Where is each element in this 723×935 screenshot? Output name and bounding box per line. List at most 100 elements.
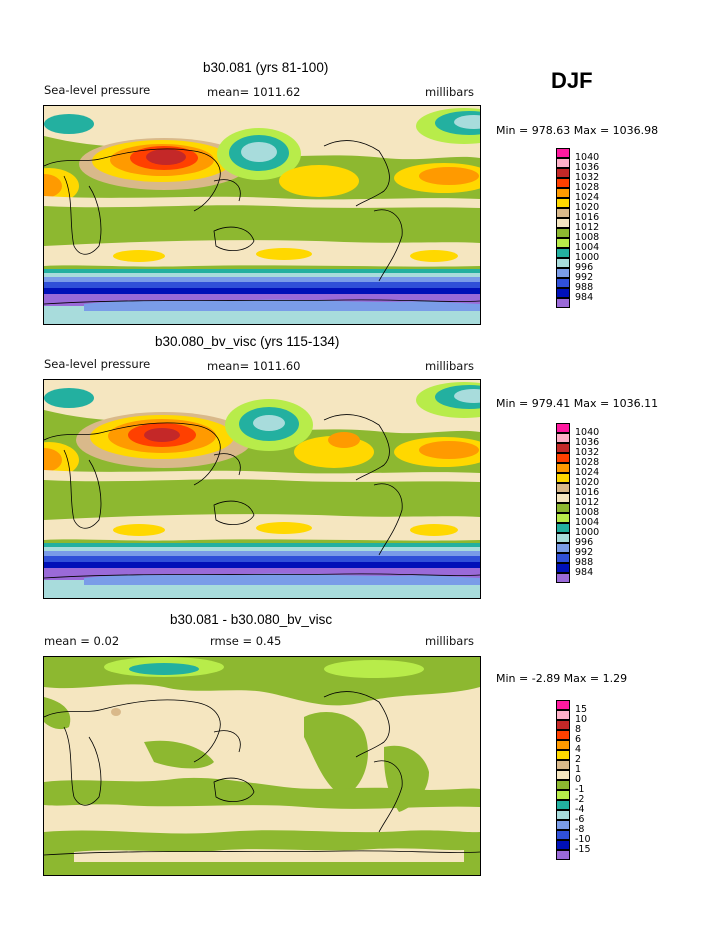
- p2-legend-swatch: [556, 563, 570, 573]
- p1-satl-high: [410, 250, 458, 262]
- p1-coastlines: [44, 140, 480, 305]
- p3-legend-label: -15: [575, 844, 591, 855]
- p2-legend-label: 996: [575, 537, 594, 548]
- p2-sio-high: [113, 524, 165, 536]
- p1-left-low: [44, 114, 94, 134]
- p1-legend-swatch: [556, 208, 570, 218]
- panel2-mean-label: mean= 1011.60: [207, 359, 301, 373]
- p2-so-988: [44, 562, 480, 568]
- panel3-units-label: millibars: [425, 634, 475, 648]
- p1-siberian-high-1032: [146, 149, 186, 165]
- p2-legend-label: 1028: [575, 457, 600, 468]
- p3-neg2-north-2: [324, 660, 424, 678]
- p3-neg-south-band: [44, 777, 480, 809]
- p1-legend-label: 1020: [575, 202, 600, 213]
- p2-npac-high-inner: [328, 432, 360, 448]
- p3-legend-swatch: [556, 710, 570, 720]
- p2-legend-label: 1004: [575, 517, 600, 528]
- p2-spac-high: [256, 522, 312, 534]
- p2-legend-swatch: [556, 543, 570, 553]
- p2-coast-australia: [213, 500, 255, 525]
- p2-legend-swatch: [556, 553, 570, 563]
- p1-legend-swatch: [556, 238, 570, 248]
- panel3-map: [43, 656, 481, 876]
- p2-antarctic-edge: [84, 573, 480, 585]
- p3-neg-indian: [144, 740, 214, 769]
- p1-legend-swatch: [556, 218, 570, 228]
- p3-legend-swatch: [556, 800, 570, 810]
- p3-legend-label: 4: [575, 744, 582, 755]
- p2-left-high-inner: [44, 448, 62, 472]
- p2-legend-swatch: [556, 573, 570, 583]
- p1-spac-high: [256, 248, 312, 260]
- p2-so-992: [44, 556, 480, 562]
- p1-coast-africa: [63, 175, 102, 255]
- p3-legend-label: 0: [575, 774, 582, 785]
- p1-sio-high: [113, 250, 165, 262]
- p1-antarctic-edge: [84, 299, 480, 311]
- p2-legend-swatch: [556, 443, 570, 453]
- p1-legend-label: 1000: [575, 252, 600, 263]
- p2-aleutian-low-1000: [253, 415, 285, 431]
- p3-legend-label: 8: [575, 724, 582, 735]
- p1-legend-label: 1012: [575, 222, 600, 233]
- p2-coast-eurasia: [44, 422, 241, 486]
- p3-coast-eurasia: [44, 699, 241, 763]
- p3-coast-africa: [63, 726, 102, 806]
- p2-legend-label: 992: [575, 547, 594, 558]
- p2-coast-antarctica: [44, 573, 480, 579]
- p2-legend-swatch: [556, 433, 570, 443]
- p2-siberian-high-1032: [144, 428, 180, 442]
- panel3-mean-label: mean = 0.02: [44, 634, 120, 648]
- p1-left-high-inner: [44, 174, 62, 198]
- p2-legend-swatch: [556, 463, 570, 473]
- season-label: DJF: [551, 68, 593, 93]
- panel1-minmax: Min = 978.63 Max = 1036.98: [496, 124, 659, 137]
- panel3-legend: 15 10 8 6 4 2 1 0 -1 -2 -4 -6 -8 -10 -15: [556, 700, 626, 872]
- p1-legend-label: 1008: [575, 232, 600, 243]
- panel2-units-label: millibars: [425, 359, 475, 373]
- p1-atl-high-inner: [419, 167, 479, 185]
- p1-legend-swatch: [556, 288, 570, 298]
- p1-so-1000: [44, 273, 480, 277]
- p1-aleutian-low-1000: [241, 142, 277, 162]
- p1-legend-label: 1024: [575, 192, 600, 203]
- p2-coast-samerica: [373, 483, 403, 556]
- p2-legend-label: 1032: [575, 447, 600, 458]
- p3-legend-label: -1: [575, 784, 585, 795]
- p1-coast-namerica: [323, 140, 390, 207]
- p3-legend-swatch: [556, 730, 570, 740]
- p3-legend-swatch: [556, 740, 570, 750]
- panel1-mean-label: mean= 1011.62: [207, 85, 301, 99]
- p2-left-low: [44, 388, 94, 408]
- p2-coastlines: [44, 414, 480, 579]
- panel1-map: [43, 105, 481, 325]
- p2-legend-swatch: [556, 423, 570, 433]
- p3-coast-samerica: [373, 760, 403, 833]
- p1-legend-label: 1032: [575, 172, 600, 183]
- panel1-units-label: millibars: [425, 85, 475, 99]
- p1-legend-swatch: [556, 178, 570, 188]
- p1-legend-label: 996: [575, 262, 594, 273]
- p2-so-996: [44, 551, 480, 556]
- p1-npac-high: [279, 165, 359, 197]
- p1-legend-swatch: [556, 198, 570, 208]
- p2-so-1000: [44, 547, 480, 551]
- p1-legend-swatch: [556, 168, 570, 178]
- p2-atl-high-inner: [419, 441, 479, 459]
- p3-legend-swatch: [556, 780, 570, 790]
- p2-legend-swatch: [556, 503, 570, 513]
- p1-so-996: [44, 277, 480, 282]
- panel2-legend: 1040 1036 1032 1028 1024 1020 1016 1012 …: [556, 423, 626, 595]
- p2-legend-label: 1008: [575, 507, 600, 518]
- p2-legend-label: 1040: [575, 427, 600, 438]
- p1-legend-swatch: [556, 228, 570, 238]
- p3-legend-swatch: [556, 770, 570, 780]
- p2-legend-label: 1012: [575, 497, 600, 508]
- panel3-minmax: Min = -2.89 Max = 1.29: [496, 672, 628, 685]
- p1-legend-label: 1036: [575, 162, 600, 173]
- p2-so-1004: [44, 543, 480, 547]
- panel1-title: b30.081 (yrs 81-100): [203, 60, 329, 75]
- p1-legend-label: 984: [575, 292, 594, 303]
- p2-icelandic-low-1000: [454, 389, 480, 403]
